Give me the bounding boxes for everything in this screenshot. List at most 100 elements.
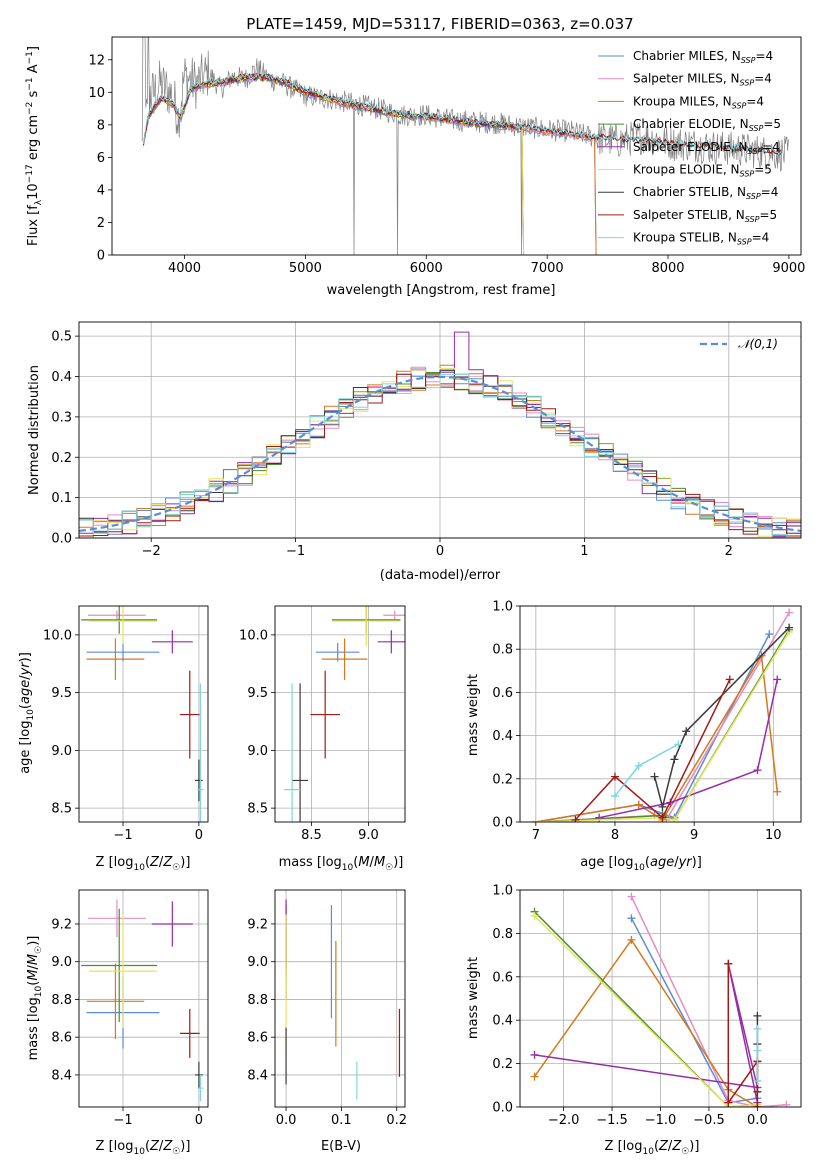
y-tick-label: 8.8 <box>51 993 72 1008</box>
y-tick-label: 8.6 <box>51 1031 72 1046</box>
y-tick-label: 0.1 <box>51 491 72 506</box>
y-tick-label: 0.6 <box>492 970 513 985</box>
y-tick-label: 0.0 <box>492 1101 513 1116</box>
mass-weight-marker-0 <box>627 914 636 923</box>
mass-weight-line-1 <box>535 612 790 822</box>
y-tick-label: 8.4 <box>51 1068 72 1083</box>
y-tick-label: 10 <box>88 86 105 101</box>
x-tick-label: −2 <box>142 544 161 559</box>
spectrum-ylabel: Flux [fλ10−17 erg cm−2 s−1 A−1] <box>25 46 44 246</box>
y-tick-label: 8.6 <box>247 1031 268 1046</box>
x-tick-label: 1 <box>580 544 588 559</box>
axes-frame <box>274 605 406 823</box>
x-tick-label: 8.5 <box>301 828 322 843</box>
legend-label: Chabrier MILES, NSSP=4 <box>633 49 773 65</box>
svg-text:wavelength [Angstrom, rest fra: wavelength [Angstrom, rest frame] <box>327 283 556 298</box>
y-tick-label: 8.5 <box>247 802 268 817</box>
mass-weight-line-4 <box>534 963 759 1103</box>
y-tick-label: 0.5 <box>51 330 72 345</box>
y-tick-label: 0.2 <box>492 1057 513 1072</box>
mass-weight-marker-7 <box>610 772 619 781</box>
y-tick-label: 0.0 <box>492 816 513 831</box>
mass-weight-marker-5 <box>670 815 679 822</box>
axes-frame <box>78 321 802 539</box>
spectrum-panel: 4000 5000 6000 7000 8000 9000 0 2 4 6 8 10 12 Chabrie… <box>88 36 805 276</box>
x-tick-label: 8 <box>611 828 619 843</box>
ageM-xlabel: mass [log10(M/M☉)] <box>279 855 404 873</box>
x-tick-label: 7 <box>532 828 540 843</box>
mass-weight-line-0 <box>535 633 770 822</box>
x-tick-label: −0.5 <box>693 1113 725 1128</box>
x-tick-label: 4000 <box>168 261 201 276</box>
x-tick-label: 0 <box>436 544 444 559</box>
y-tick-label: 8.4 <box>247 1068 268 1083</box>
residual-histogram-8 <box>79 373 801 538</box>
mass-weight-marker-8 <box>634 761 643 770</box>
mwAge-xlabel: age [log10(age/yr)] <box>580 855 702 873</box>
x-tick-label: 7000 <box>531 261 564 276</box>
mass-weight-marker-8 <box>674 740 683 749</box>
age-vs-mass-panel: 8.5 9.0 8.5 9.0 9.5 10.0 <box>239 605 406 843</box>
y-tick-label: 0.4 <box>51 370 72 385</box>
y-tick-label: 9.2 <box>51 917 72 932</box>
mass-weight-marker-6 <box>753 1011 762 1020</box>
axes-frame <box>78 605 209 823</box>
mass-weight-line-3 <box>535 629 790 822</box>
plot-area <box>141 37 789 255</box>
mass-weight-marker-4 <box>530 1050 539 1059</box>
mass-vs-metallicity-panel: −1 0 8.4 8.6 8.8 9.0 9.2 <box>51 889 209 1128</box>
mass-weight-marker-8 <box>753 1024 762 1033</box>
y-tick-label: 8.8 <box>247 993 268 1008</box>
residuals-ylabel: Normed distribution <box>27 365 42 495</box>
mass-weight-marker-8 <box>610 792 619 801</box>
y-tick-label: 9.2 <box>247 917 268 932</box>
y-tick-label: 12 <box>88 53 105 68</box>
y-tick-label: 6 <box>97 151 105 166</box>
mass-weight-marker-7 <box>725 675 734 684</box>
x-tick-label: 0.0 <box>276 1113 297 1128</box>
massZ-ylabel: mass [log10(M/M☉)] <box>26 936 44 1061</box>
x-tick-label: −1 <box>113 828 132 843</box>
x-tick-label: 0.1 <box>331 1113 352 1128</box>
model-line-7 <box>142 72 783 155</box>
mass-weight-marker-2 <box>634 800 643 809</box>
plot-area <box>81 899 204 1102</box>
x-tick-label: −1.5 <box>596 1113 628 1128</box>
legend-label: Kroupa STELIB, NSSP=4 <box>633 231 769 247</box>
x-tick-label: 0.0 <box>747 1113 768 1128</box>
model-line-5 <box>142 73 525 255</box>
mass-weight-line-7 <box>574 679 731 821</box>
plot-area <box>284 606 405 822</box>
y-tick-label: 8 <box>97 118 105 133</box>
legend-label: Chabrier ELODIE, NSSP=5 <box>633 117 781 133</box>
y-tick-label: 0.3 <box>51 410 72 425</box>
y-tick-label: 0.2 <box>51 451 72 466</box>
residuals-xlabel: (data-model)/error <box>380 568 501 583</box>
x-tick-label: 5000 <box>289 261 322 276</box>
mass-weight-line-2 <box>535 653 779 822</box>
y-tick-label: 0.8 <box>492 643 513 658</box>
y-tick-label: 1.0 <box>492 884 513 899</box>
x-tick-label: 0 <box>195 1113 203 1128</box>
ageZ-ylabel: age [log10(age/yr)] <box>18 652 36 774</box>
y-tick-label: 0.8 <box>492 927 513 942</box>
plot-area <box>81 606 204 822</box>
plot-area <box>530 892 791 1107</box>
mass-weight-marker-6 <box>658 802 667 811</box>
y-tick-label: 9.0 <box>51 955 72 970</box>
mass-weight-line-4 <box>599 679 779 819</box>
y-tick-label: 10.0 <box>43 628 72 643</box>
mwZ-ylabel: mass weight <box>466 957 481 1039</box>
model-line-8 <box>142 72 783 154</box>
y-tick-label: 9.0 <box>247 744 268 759</box>
y-tick-label: 9.5 <box>247 686 268 701</box>
normal-reference-curve <box>79 375 801 532</box>
mass-weight-marker-6 <box>785 623 794 632</box>
mass-weight-marker-1 <box>782 1100 791 1107</box>
mass-weight-marker-6 <box>650 772 659 781</box>
legend-label: 𝒩(0,1) <box>738 337 778 351</box>
x-tick-label: 0.2 <box>386 1113 407 1128</box>
mass-weight-marker-7 <box>724 959 733 968</box>
axes-frame <box>519 605 802 823</box>
residuals-panel: −2 −1 0 1 2 0.0 0.1 0.2 0.3 0.4 0.5 𝒩(0,1) <box>51 321 802 559</box>
